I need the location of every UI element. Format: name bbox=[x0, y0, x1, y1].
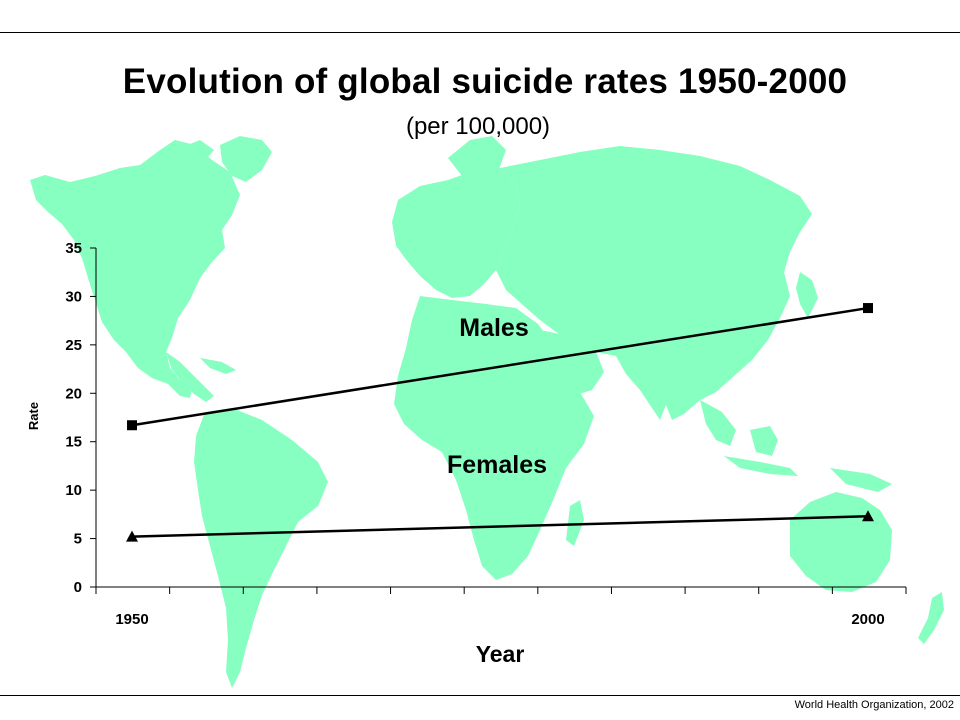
top-rule bbox=[0, 32, 960, 33]
map-indonesia-2 bbox=[750, 426, 778, 456]
x-tick-label: 2000 bbox=[851, 611, 884, 628]
data-point-males bbox=[863, 303, 873, 314]
chart-axes: 0 5 10 15 20 25 30 35 1950 2000 bbox=[65, 240, 907, 628]
map-scandinavia bbox=[448, 136, 506, 180]
y-tick-label: 15 bbox=[65, 434, 82, 451]
map-india bbox=[616, 356, 672, 420]
map-central-america bbox=[166, 352, 214, 402]
world-map-background bbox=[30, 136, 944, 688]
page-subtitle: (per 100,000) bbox=[405, 113, 551, 140]
bottom-rule bbox=[0, 695, 960, 696]
series-label-males: Males bbox=[459, 314, 528, 342]
y-tick-label: 10 bbox=[65, 482, 82, 499]
x-axis-title: Year bbox=[476, 641, 525, 667]
page-title: Evolution of global suicide rates 1950-2… bbox=[122, 62, 848, 101]
map-japan bbox=[796, 272, 818, 318]
map-british-isles bbox=[398, 224, 418, 252]
map-africa bbox=[394, 296, 594, 580]
chart-series bbox=[126, 303, 874, 542]
series-label-females: Females bbox=[447, 451, 547, 479]
map-new-zealand bbox=[918, 592, 944, 644]
map-south-america bbox=[194, 408, 328, 688]
map-north-america bbox=[30, 140, 240, 398]
credit-text: World Health Organization, 2002 bbox=[794, 699, 954, 711]
y-tick-label: 35 bbox=[65, 240, 82, 257]
y-tick-label: 25 bbox=[65, 337, 82, 354]
map-asia bbox=[496, 146, 812, 420]
y-axis-title: Rate bbox=[26, 402, 41, 430]
y-tick-label: 0 bbox=[74, 579, 82, 596]
map-europe bbox=[392, 168, 520, 298]
series-line-females bbox=[131, 515, 869, 538]
map-southeast-asia bbox=[700, 400, 736, 446]
y-tick-label: 5 bbox=[74, 531, 82, 548]
data-point-males bbox=[127, 420, 137, 431]
map-indonesia-1 bbox=[724, 456, 798, 476]
y-tick-label: 30 bbox=[65, 288, 82, 305]
y-tick-label: 20 bbox=[65, 385, 82, 402]
data-point-females bbox=[126, 530, 138, 542]
data-point-females bbox=[862, 510, 874, 522]
map-australia bbox=[790, 492, 892, 592]
x-tick-label: 1950 bbox=[115, 611, 148, 628]
map-arctic-islands bbox=[180, 140, 214, 162]
map-caribbean bbox=[200, 358, 236, 374]
series-line-males bbox=[131, 306, 869, 427]
map-papua bbox=[830, 468, 892, 492]
map-madagascar bbox=[566, 500, 584, 546]
map-greenland bbox=[220, 136, 272, 182]
